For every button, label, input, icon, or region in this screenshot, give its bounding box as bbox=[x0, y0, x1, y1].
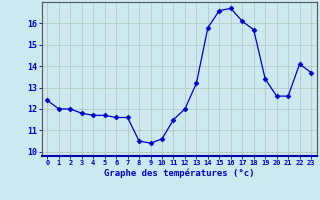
X-axis label: Graphe des températures (°c): Graphe des températures (°c) bbox=[104, 169, 254, 178]
